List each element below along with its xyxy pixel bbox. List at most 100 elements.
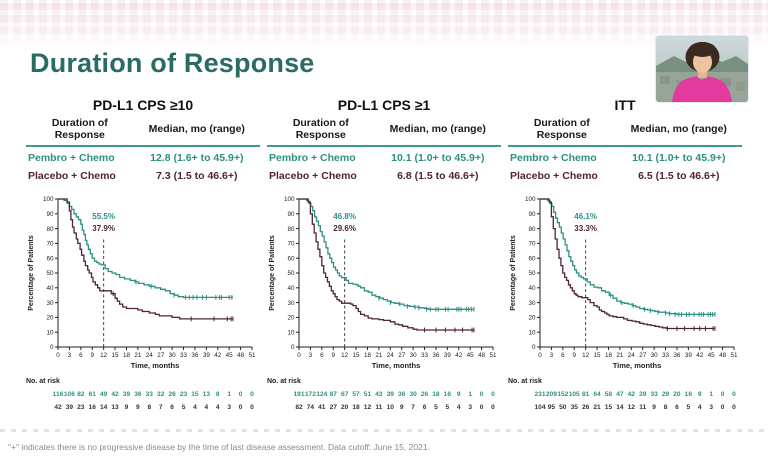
svg-text:106: 106: [64, 391, 75, 398]
svg-text:100: 100: [43, 196, 54, 203]
svg-text:11: 11: [375, 404, 382, 411]
svg-text:45: 45: [226, 352, 234, 359]
svg-text:0: 0: [250, 391, 254, 398]
svg-text:49: 49: [100, 391, 108, 398]
svg-text:50: 50: [46, 270, 54, 277]
svg-text:50: 50: [559, 404, 567, 411]
row-label-placebo: Placebo + Chemo: [28, 170, 116, 183]
at-risk-row-0: 116 106 82 61 49 42 39 36 33 32 26 23 15 13 8 1 0 0: [53, 391, 254, 398]
svg-text:172: 172: [305, 391, 316, 398]
km-curve-placebo: [299, 198, 474, 331]
svg-text:30: 30: [46, 300, 54, 307]
svg-text:16: 16: [89, 404, 97, 411]
svg-text:42: 42: [111, 391, 119, 398]
y-axis-label: Percentage of Patients: [28, 235, 35, 311]
svg-text:6: 6: [320, 352, 324, 359]
row-label-pembro: Pembro + Chemo: [28, 152, 115, 165]
svg-text:32: 32: [157, 391, 165, 398]
km-curve-pembro: [540, 198, 715, 316]
svg-text:30: 30: [528, 300, 536, 307]
svg-text:40: 40: [287, 285, 295, 292]
svg-text:1: 1: [468, 391, 472, 398]
panel-title: PD-L1 CPS ≥10: [92, 97, 194, 113]
svg-text:70: 70: [287, 241, 295, 248]
svg-text:42: 42: [54, 404, 62, 411]
x-axis-label: Time, months: [372, 361, 421, 370]
svg-text:4: 4: [698, 404, 702, 411]
svg-text:39: 39: [203, 352, 211, 359]
svg-text:27: 27: [398, 352, 406, 359]
svg-text:4: 4: [205, 404, 209, 411]
svg-text:0: 0: [491, 404, 495, 411]
svg-text:95: 95: [548, 404, 556, 411]
svg-text:60: 60: [287, 256, 295, 263]
svg-text:21: 21: [134, 352, 142, 359]
landmark-label-1: 29.6%: [333, 224, 356, 233]
svg-text:21: 21: [616, 352, 624, 359]
svg-text:14: 14: [616, 404, 624, 411]
x-axis: 0 3 6 9 12 15 18 21 24 27 30 33 36 39 42 45 48 51: [56, 346, 256, 359]
svg-text:43: 43: [375, 391, 383, 398]
panels: PD-L1 CPS ≥10 Duration of Response Median,…: [26, 97, 742, 420]
landmark-label-0: 46.8%: [333, 212, 356, 221]
svg-text:6: 6: [561, 352, 565, 359]
svg-text:27: 27: [330, 404, 338, 411]
svg-text:15: 15: [594, 352, 602, 359]
table-header-median: Median, mo (range): [389, 123, 486, 136]
censor-marks-pembro: [378, 295, 475, 312]
table-divider: [267, 145, 501, 148]
table-header-duration: Duration of Response: [533, 117, 590, 142]
km-curve-placebo: [540, 198, 715, 330]
svg-text:6: 6: [170, 404, 174, 411]
row-median-pembro: 12.8 (1.6+ to 45.9+): [150, 152, 244, 165]
censor-marks-pembro: [135, 279, 233, 300]
svg-text:80: 80: [46, 226, 54, 233]
decorative-top-pattern: [0, 0, 768, 46]
svg-text:36: 36: [673, 352, 681, 359]
km-curve-placebo: [58, 198, 233, 320]
footnote: "+" indicates there is no progressive di…: [8, 442, 430, 452]
svg-text:60: 60: [528, 256, 536, 263]
svg-text:24: 24: [146, 352, 154, 359]
x-axis: 0 3 6 9 12 15 18 21 24 27 30 33 36 39 42 45 48 51: [297, 346, 497, 359]
response-table: Duration of Response Median, mo (range) Pe…: [267, 116, 501, 185]
svg-text:5: 5: [182, 404, 186, 411]
at-risk-row-1: 82 74 41 27 20 18 12 11 10 9 7 6 5 5 4 3 0 0: [295, 404, 495, 411]
at-risk-label: No. at risk: [508, 378, 542, 385]
svg-text:24: 24: [387, 352, 395, 359]
row-median-pembro: 10.1 (1.0+ to 45.9+): [632, 152, 726, 165]
svg-text:51: 51: [489, 352, 497, 359]
row-label-pembro: Pembro + Chemo: [269, 152, 356, 165]
svg-text:42: 42: [696, 352, 704, 359]
response-table: Duration of Response Median, mo (range) Pe…: [508, 116, 742, 185]
svg-text:116: 116: [53, 391, 64, 398]
svg-text:74: 74: [307, 404, 315, 411]
svg-text:100: 100: [284, 196, 295, 203]
svg-text:23: 23: [180, 391, 188, 398]
svg-text:10: 10: [287, 330, 295, 337]
svg-text:9: 9: [136, 404, 140, 411]
row-median-placebo: 7.3 (1.5 to 46.6+): [156, 170, 238, 183]
at-risk-row-0: 231 209 152 105 81 64 58 47 42 39 33 29 20 16 9 1 0 0: [534, 391, 736, 398]
svg-text:33: 33: [650, 391, 658, 398]
svg-text:3: 3: [709, 404, 713, 411]
table-divider: [26, 145, 260, 148]
svg-text:13: 13: [111, 404, 119, 411]
svg-text:80: 80: [287, 226, 295, 233]
table-header-duration: Duration of Response: [292, 117, 349, 142]
svg-text:90: 90: [287, 211, 295, 218]
svg-text:39: 39: [123, 391, 131, 398]
panel-title: ITT: [614, 97, 636, 113]
svg-text:3: 3: [550, 352, 554, 359]
landmark-label-0: 46.1%: [574, 212, 597, 221]
svg-text:12: 12: [100, 352, 108, 359]
svg-text:45: 45: [467, 352, 475, 359]
svg-text:0: 0: [491, 391, 495, 398]
svg-text:6: 6: [423, 404, 427, 411]
landmark-label-1: 37.9%: [92, 224, 115, 233]
svg-text:9: 9: [125, 404, 129, 411]
row-label-placebo: Placebo + Chemo: [510, 170, 598, 183]
